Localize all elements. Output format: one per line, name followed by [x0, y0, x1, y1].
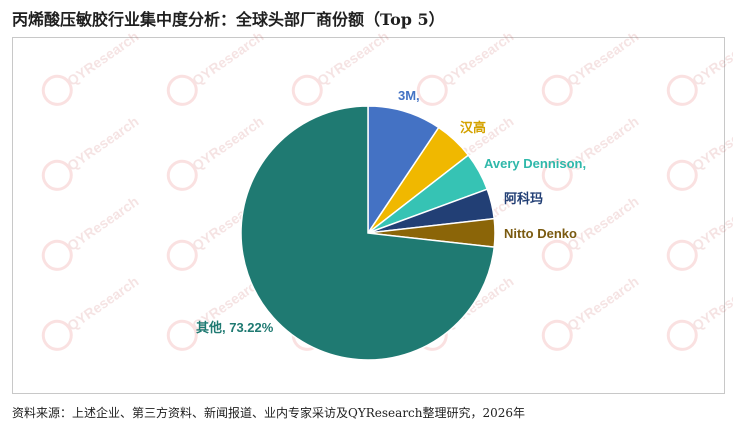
svg-text:QYResearch: QYResearch — [64, 28, 141, 89]
svg-text:QYResearch: QYResearch — [314, 28, 391, 89]
pie-slice — [240, 105, 496, 361]
slice-label: 汉高 — [460, 120, 486, 135]
svg-text:QYResearch: QYResearch — [64, 113, 141, 174]
watermark-logo: QYResearch — [666, 113, 733, 191]
slice-label: 阿科玛 — [504, 191, 543, 206]
watermark-logo: QYResearch — [166, 28, 267, 106]
svg-text:QYResearch: QYResearch — [564, 273, 641, 334]
watermark-logo: QYResearch — [666, 193, 733, 271]
svg-text:QYResearch: QYResearch — [64, 193, 141, 254]
watermark-logo: QYResearch — [666, 273, 733, 351]
svg-text:QYResearch: QYResearch — [564, 193, 641, 254]
pie-labels: 3M, 汉高 Avery Dennison, 阿科玛 Nitto Denko 其他, 73… — [196, 88, 586, 335]
svg-text:QYResearch: QYResearch — [189, 28, 266, 89]
watermark-logo: QYResearch — [541, 273, 642, 351]
slice-label: Nitto Denko — [504, 226, 577, 241]
svg-text:QYResearch: QYResearch — [64, 273, 141, 334]
svg-text:QYResearch: QYResearch — [689, 273, 733, 334]
svg-text:QYResearch: QYResearch — [689, 193, 733, 254]
watermark-logo: QYResearch — [41, 273, 142, 351]
svg-text:QYResearch: QYResearch — [439, 28, 516, 89]
pie-slices — [240, 105, 496, 361]
svg-text:QYResearch: QYResearch — [564, 28, 641, 89]
watermark-logo: QYResearch — [416, 28, 517, 106]
slice-label: Avery Dennison, — [484, 156, 586, 171]
watermark-logo: QYResearch — [666, 28, 733, 106]
watermark-logo: QYResearch — [41, 193, 142, 271]
source-note: 资料来源：上述企业、第三方资料、新闻报道、业内专家采访及QYResearch整理… — [12, 406, 526, 420]
watermark-logo: QYResearch — [291, 28, 392, 106]
watermark-logo: QYResearch — [541, 28, 642, 106]
slice-label: 3M, — [398, 88, 420, 103]
svg-text:QYResearch: QYResearch — [689, 28, 733, 89]
watermark-logo: QYResearch — [541, 113, 642, 191]
chart-title: 丙烯酸压敏胶行业集中度分析：全球头部厂商份额（Top 5） — [12, 10, 445, 29]
svg-text:QYResearch: QYResearch — [689, 113, 733, 174]
slice-label: 其他, 73.22% — [196, 320, 274, 335]
svg-text:QYResearch: QYResearch — [189, 113, 266, 174]
watermark-logo: QYResearch — [41, 113, 142, 191]
watermark-logo: QYResearch — [41, 28, 142, 106]
